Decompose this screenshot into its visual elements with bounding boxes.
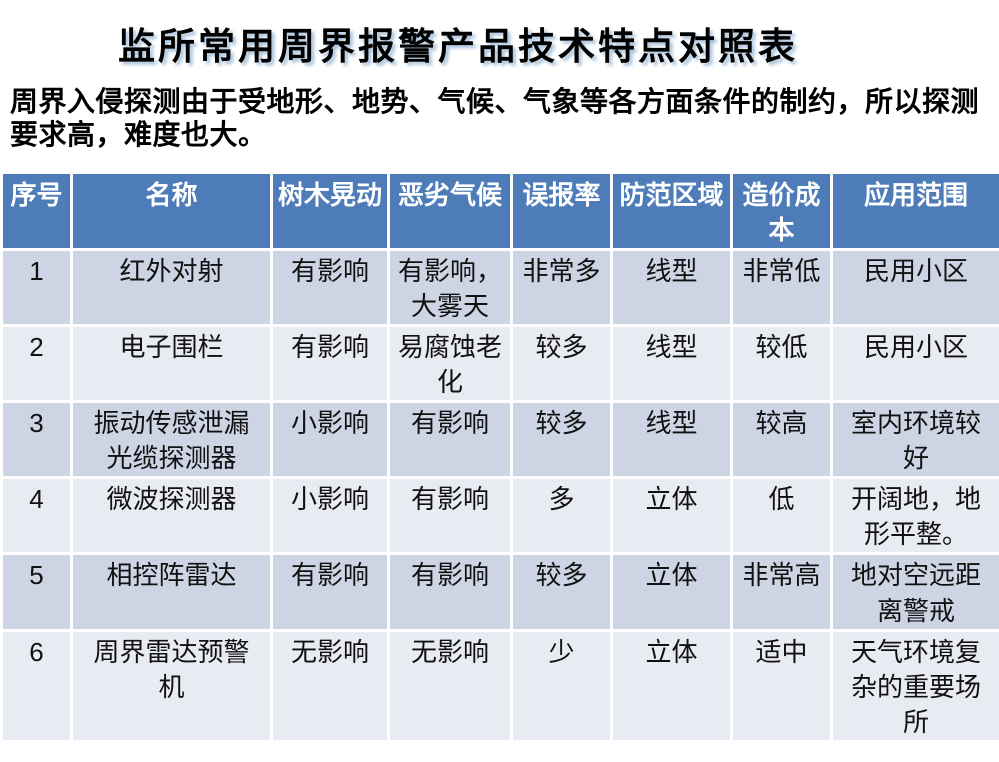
cell-seq: 4: [2, 478, 72, 554]
cell-name: 电子围栏: [72, 325, 272, 401]
cell-tree-sway: 无影响: [272, 630, 389, 741]
col-header-application: 应用范围: [832, 172, 999, 249]
cell-name: 红外对射: [72, 249, 272, 325]
cell-zone-type: 线型: [612, 402, 732, 478]
cell-false-alarm: 多: [512, 478, 612, 554]
cell-tree-sway: 小影响: [272, 478, 389, 554]
cell-tree-sway: 小影响: [272, 402, 389, 478]
cell-zone-type: 线型: [612, 325, 732, 401]
cell-seq: 1: [2, 249, 72, 325]
cell-bad-weather: 易腐蚀老化: [389, 325, 512, 401]
cell-false-alarm: 较多: [512, 554, 612, 630]
cell-seq: 2: [2, 325, 72, 401]
cell-cost: 低: [732, 478, 832, 554]
table-row-5: 5 相控阵雷达 有影响 有影响 较多 立体 非常高 地对空远距离警戒: [2, 554, 999, 630]
cell-cost: 非常低: [732, 249, 832, 325]
cell-application: 民用小区: [832, 249, 999, 325]
cell-seq: 6: [2, 630, 72, 741]
cell-bad-weather: 有影响: [389, 554, 512, 630]
col-header-bad-weather: 恶劣气候: [389, 172, 512, 249]
col-header-cost: 造价成本: [732, 172, 832, 249]
cell-application: 室内环境较好: [832, 402, 999, 478]
cell-false-alarm: 较多: [512, 325, 612, 401]
cell-cost: 非常高: [732, 554, 832, 630]
cell-false-alarm: 少: [512, 630, 612, 741]
cell-zone-type: 立体: [612, 630, 732, 741]
table-row-4: 4 微波探测器 小影响 有影响 多 立体 低 开阔地，地形平整。: [2, 478, 999, 554]
cell-application: 天气环境复杂的重要场所: [832, 630, 999, 741]
col-header-false-alarm: 误报率: [512, 172, 612, 249]
cell-name: 振动传感泄漏光缆探测器: [72, 402, 272, 478]
cell-bad-weather: 有影响: [389, 478, 512, 554]
col-header-zone-type: 防范区域: [612, 172, 732, 249]
cell-false-alarm: 较多: [512, 402, 612, 478]
cell-tree-sway: 有影响: [272, 249, 389, 325]
cell-cost: 适中: [732, 630, 832, 741]
cell-false-alarm: 非常多: [512, 249, 612, 325]
table-row-1: 1 红外对射 有影响 有影响，大雾天 非常多 线型 非常低 民用小区: [2, 249, 999, 325]
cell-application: 开阔地，地形平整。: [832, 478, 999, 554]
page-title: 监所常用周界报警产品技术特点对照表: [118, 26, 999, 69]
cell-bad-weather: 有影响，大雾天: [389, 249, 512, 325]
cell-bad-weather: 有影响: [389, 402, 512, 478]
cell-tree-sway: 有影响: [272, 325, 389, 401]
cell-name: 相控阵雷达: [72, 554, 272, 630]
table-row-2: 2 电子围栏 有影响 易腐蚀老化 较多 线型 较低 民用小区: [2, 325, 999, 401]
cell-seq: 5: [2, 554, 72, 630]
table-header-row: 序号 名称 树木晃动 恶劣气候 误报率 防范区域 造价成本 应用范围: [2, 172, 999, 249]
comparison-table: 序号 名称 树木晃动 恶劣气候 误报率 防范区域 造价成本 应用范围 1 红外对…: [0, 171, 999, 743]
cell-tree-sway: 有影响: [272, 554, 389, 630]
cell-application: 民用小区: [832, 325, 999, 401]
cell-zone-type: 立体: [612, 478, 732, 554]
cell-bad-weather: 无影响: [389, 630, 512, 741]
table-row-3: 3 振动传感泄漏光缆探测器 小影响 有影响 较多 线型 较高 室内环境较好: [2, 402, 999, 478]
cell-application: 地对空远距离警戒: [832, 554, 999, 630]
cell-cost: 较低: [732, 325, 832, 401]
cell-zone-type: 立体: [612, 554, 732, 630]
intro-text: 周界入侵探测由于受地形、地势、气候、气象等各方面条件的制约，所以探测要求高，难度…: [10, 85, 991, 151]
cell-name: 微波探测器: [72, 478, 272, 554]
cell-cost: 较高: [732, 402, 832, 478]
cell-zone-type: 线型: [612, 249, 732, 325]
col-header-seq: 序号: [2, 172, 72, 249]
table-row-6: 6 周界雷达预警机 无影响 无影响 少 立体 适中 天气环境复杂的重要场所: [2, 630, 999, 741]
col-header-name: 名称: [72, 172, 272, 249]
slide: 监所常用周界报警产品技术特点对照表 周界入侵探测由于受地形、地势、气候、气象等各…: [0, 26, 999, 762]
cell-name: 周界雷达预警机: [72, 630, 272, 741]
col-header-tree-sway: 树木晃动: [272, 172, 389, 249]
cell-seq: 3: [2, 402, 72, 478]
